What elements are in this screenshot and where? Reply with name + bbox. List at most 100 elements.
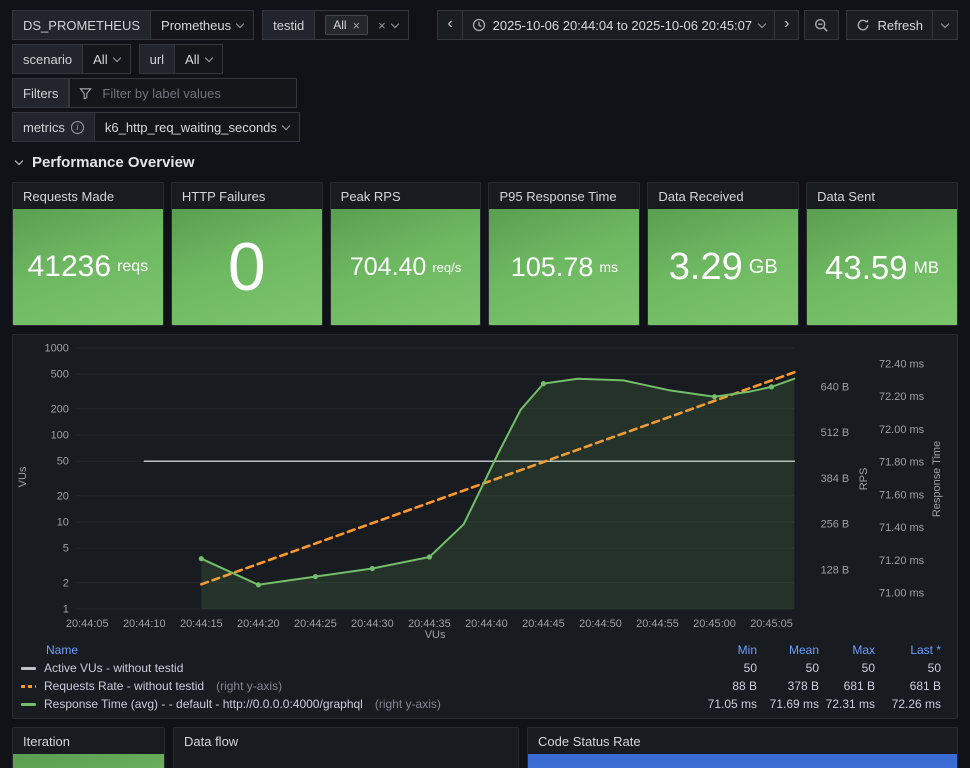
svg-text:VUs: VUs xyxy=(17,466,29,487)
caret-down-icon xyxy=(390,19,399,28)
datasource-value: Prometheus xyxy=(161,17,232,33)
caret-down-icon xyxy=(112,53,121,62)
filters-input[interactable] xyxy=(100,84,288,102)
svg-text:200: 200 xyxy=(51,403,69,415)
testid-chip[interactable]: All × xyxy=(325,15,369,35)
series-max: 72.31 ms xyxy=(825,697,875,711)
svg-text:20:44:25: 20:44:25 xyxy=(294,618,337,630)
timeseries-plot[interactable]: 1 2 5 10 20 50 100 200 500 1000 20:44:05 20:44:10 20… xyxy=(13,337,956,639)
legend-header-min[interactable]: Min xyxy=(737,643,757,657)
zoom-out-icon xyxy=(814,18,829,33)
svg-text:10: 10 xyxy=(57,516,69,528)
time-controls: ‹ 2025-10-06 20:44:04 to 2025-10-06 20:4… xyxy=(437,10,800,40)
url-picker[interactable]: All xyxy=(175,44,223,74)
svg-text:20:45:05: 20:45:05 xyxy=(750,618,793,630)
panel-title: Iteration xyxy=(23,733,70,749)
data-flow-body xyxy=(174,754,518,768)
metrics-picker[interactable]: k6_http_req_waiting_seconds xyxy=(94,112,300,142)
panel-title: HTTP Failures xyxy=(181,188,266,204)
section-performance-overview[interactable]: Performance Overview xyxy=(14,152,958,172)
legend-header-name[interactable]: Name xyxy=(46,643,79,657)
svg-text:2: 2 xyxy=(63,577,69,589)
testid-label: testid xyxy=(262,10,316,40)
stat-panel-peak-rps: Peak RPS 704.40 req/s xyxy=(329,182,482,326)
series-min: 50 xyxy=(743,661,757,675)
stat-unit: GB xyxy=(748,256,778,278)
series-mean: 71.69 ms xyxy=(769,697,819,711)
series-mean: 378 B xyxy=(787,679,819,693)
svg-text:20:44:40: 20:44:40 xyxy=(465,618,508,630)
svg-text:72.20 ms: 72.20 ms xyxy=(879,391,925,403)
svg-text:72.00 ms: 72.00 ms xyxy=(879,424,925,436)
data-flow-panel: Data flow xyxy=(173,727,519,768)
timeseries-panel: 1 2 5 10 20 50 100 200 500 1000 20:44:05 20:44:10 20… xyxy=(12,334,958,719)
datasource-label: DS_PROMETHEUS xyxy=(12,10,152,40)
stat-value: 41236 xyxy=(27,250,112,283)
refresh-icon xyxy=(856,18,870,32)
info-icon[interactable]: i xyxy=(70,120,84,134)
legend-header-last[interactable]: Last * xyxy=(910,643,941,657)
series-color-icon xyxy=(21,684,36,688)
legend-table: Name Min Mean Max Last * Active VUs - wi… xyxy=(13,639,957,713)
stat-panel-p95-response-time: P95 Response Time 105.78 ms xyxy=(488,182,641,326)
legend-header-mean[interactable]: Mean xyxy=(788,643,819,657)
svg-text:256 B: 256 B xyxy=(821,519,850,531)
clock-icon xyxy=(472,18,486,32)
svg-text:1: 1 xyxy=(63,603,69,615)
filters-label: Filters xyxy=(12,78,70,108)
time-shift-forward-button[interactable]: › xyxy=(775,10,800,40)
caret-down-icon xyxy=(235,19,245,28)
stat-panel-requests-made: Requests Made 41236 reqs xyxy=(12,182,164,326)
svg-text:100: 100 xyxy=(51,429,69,441)
series-name[interactable]: Requests Rate - without testid xyxy=(44,679,205,693)
caret-down-icon xyxy=(940,19,950,28)
zoom-out-button[interactable] xyxy=(804,10,840,40)
datasource-variable: DS_PROMETHEUS Prometheus xyxy=(12,10,255,40)
stat-unit: req/s xyxy=(432,259,462,275)
svg-text:Response Time: Response Time xyxy=(931,441,943,517)
filters-input-wrap xyxy=(69,78,298,108)
iteration-stat-body xyxy=(13,754,164,768)
series-color-icon xyxy=(21,702,36,706)
datasource-picker[interactable]: Prometheus xyxy=(151,10,255,40)
series-last: 72.26 ms xyxy=(891,697,941,711)
caret-down-icon xyxy=(757,19,767,28)
scenario-picker[interactable]: All xyxy=(83,44,131,74)
svg-text:20:44:10: 20:44:10 xyxy=(123,618,166,630)
funnel-icon xyxy=(79,87,93,100)
refresh-button[interactable]: Refresh xyxy=(846,10,933,40)
svg-text:71.20 ms: 71.20 ms xyxy=(879,555,925,567)
code-status-rate-panel: Code Status Rate xyxy=(527,727,958,768)
svg-text:512 B: 512 B xyxy=(821,427,850,439)
refresh-interval-button[interactable] xyxy=(933,10,958,40)
dashboard-controls: DS_PROMETHEUS Prometheus testid All × × xyxy=(0,0,970,142)
section-title: Performance Overview xyxy=(32,153,195,171)
stat-panel-data-received: Data Received 3.29 GB xyxy=(647,182,800,326)
legend-header: Name Min Mean Max Last * xyxy=(13,641,957,659)
time-range-picker[interactable]: 2025-10-06 20:44:04 to 2025-10-06 20:45:… xyxy=(462,10,776,40)
svg-text:VUs: VUs xyxy=(425,629,446,639)
stat-panel-data-sent: Data Sent 43.59 MB xyxy=(806,182,958,326)
svg-text:20:44:45: 20:44:45 xyxy=(522,618,565,630)
time-range-text: 2025-10-06 20:44:04 to 2025-10-06 20:45:… xyxy=(492,17,753,33)
stat-value: 3.29 xyxy=(668,246,743,288)
svg-text:71.40 ms: 71.40 ms xyxy=(879,522,925,534)
testid-picker[interactable]: All × × xyxy=(315,10,409,40)
series-name[interactable]: Active VUs - without testid xyxy=(44,661,184,675)
metrics-variable: metrics i k6_http_req_waiting_seconds xyxy=(12,112,300,142)
remove-icon[interactable]: × xyxy=(352,17,361,33)
svg-text:20:45:00: 20:45:00 xyxy=(693,618,736,630)
panel-title: Peak RPS xyxy=(340,188,401,204)
stat-row: Requests Made 41236 reqs HTTP Failures 0 … xyxy=(12,182,958,326)
legend-header-max[interactable]: Max xyxy=(852,643,875,657)
stat-unit: MB xyxy=(913,257,940,277)
scenario-value: All xyxy=(93,51,108,67)
time-shift-back-button[interactable]: ‹ xyxy=(437,10,463,40)
legend-row-requests-rate: Requests Rate - without testid (right y-… xyxy=(13,677,957,695)
clear-icon[interactable]: × xyxy=(378,17,386,33)
stat-value: 0 xyxy=(227,229,266,305)
series-name[interactable]: Response Time (avg) - - default - http:/… xyxy=(44,697,363,711)
series-color-icon xyxy=(21,666,36,670)
testid-variable: testid All × × xyxy=(262,10,409,40)
